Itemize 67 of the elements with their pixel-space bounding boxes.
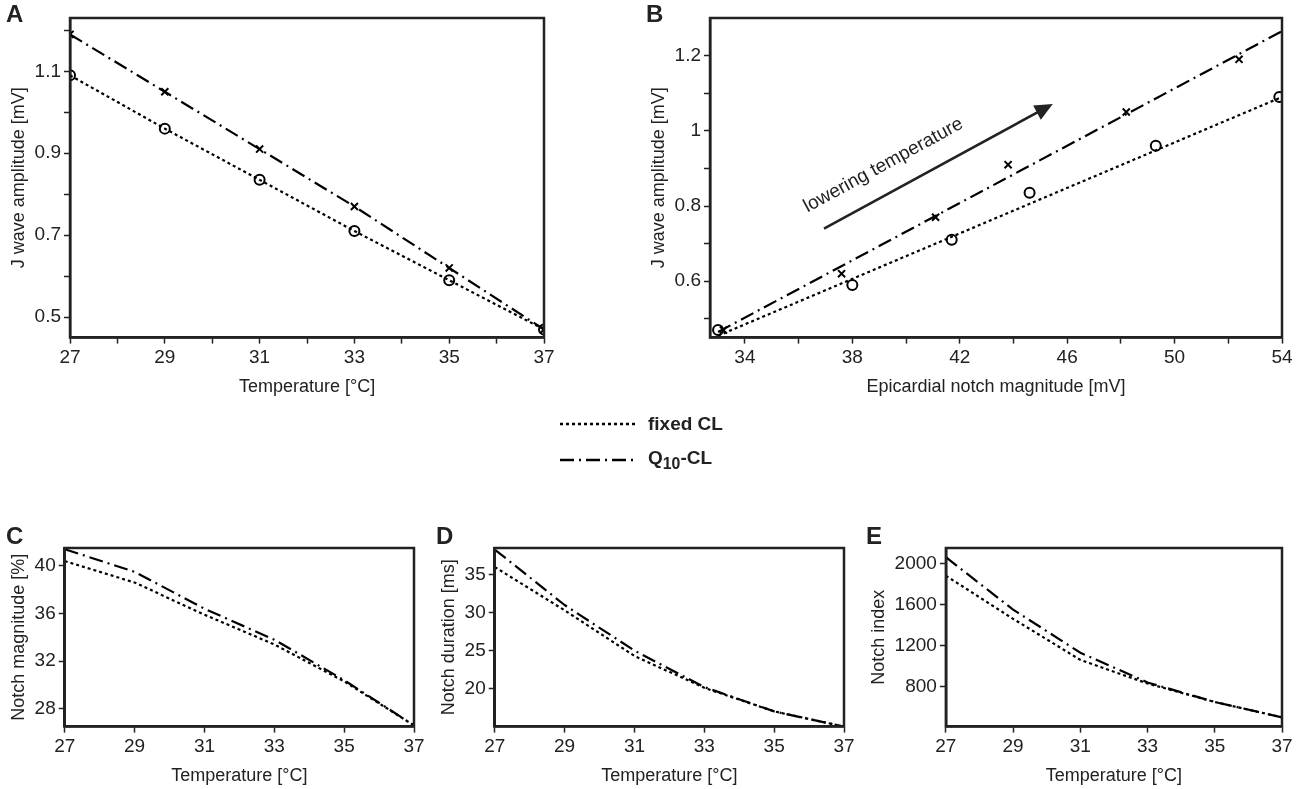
y-tick-label: 0.8 — [674, 194, 702, 216]
y-tick-label: 1 — [690, 119, 702, 141]
x-tick-label: 50 — [1164, 346, 1186, 368]
x-tick-label: 38 — [841, 346, 863, 368]
y-tick-label: 2000 — [894, 551, 937, 573]
x-tick-label: 35 — [438, 346, 460, 368]
x-tick-label: 31 — [623, 735, 646, 757]
chart-title: B — [646, 0, 664, 28]
x-tick-label: 33 — [1136, 735, 1159, 757]
y-tick-label: 36 — [34, 601, 56, 623]
y-axis-title: J wave amplitude [mV] — [647, 87, 668, 269]
x-axis-title: Temperature [°C] — [1045, 765, 1183, 786]
x-tick-label: 33 — [693, 735, 715, 757]
chart-title: C — [6, 522, 24, 550]
y-axis-title: Notch index — [867, 589, 888, 685]
x-tick-label: 37 — [1271, 735, 1293, 757]
x-tick-label: 37 — [533, 346, 555, 368]
x-tick-label: 31 — [193, 735, 216, 757]
x-tick-label: 29 — [154, 346, 176, 368]
x-tick-label: 27 — [484, 735, 506, 757]
y-tick-label: 1.2 — [674, 43, 702, 65]
y-axis-title: Notch magnitude [%] — [7, 553, 28, 721]
y-tick-label: 35 — [464, 562, 486, 584]
x-tick-label: 33 — [343, 346, 365, 368]
x-tick-label: 37 — [403, 735, 425, 757]
x-tick-label: 46 — [1056, 346, 1078, 368]
x-tick-label: 27 — [935, 735, 957, 757]
x-tick-label: 35 — [763, 735, 785, 757]
y-tick-label: 0.9 — [34, 141, 62, 163]
y-axis-title: Notch duration [ms] — [437, 559, 458, 716]
x-axis-title: Temperature [°C] — [601, 765, 738, 786]
y-tick-label: 30 — [464, 600, 486, 622]
x-tick-label: 31 — [1069, 735, 1091, 757]
y-tick-label: 1.1 — [34, 59, 62, 81]
x-tick-label: 42 — [949, 346, 971, 368]
y-tick-label: 0.6 — [674, 269, 702, 291]
x-axis-title: Temperature [°C] — [238, 376, 376, 397]
x-tick-label: 33 — [263, 735, 285, 757]
legend-label: Q$_{10}$-CL — [648, 447, 713, 473]
y-tick-label: 28 — [34, 696, 56, 718]
y-tick-label: 1600 — [894, 592, 937, 614]
x-tick-label: 37 — [833, 735, 855, 757]
chart-title: E — [866, 522, 883, 550]
x-tick-label: 27 — [54, 735, 76, 757]
y-tick-label: 1200 — [894, 633, 937, 655]
y-axis-title: J wave amplitude [mV] — [7, 87, 28, 269]
chart-title: A — [6, 0, 24, 28]
x-axis-title: Epicardial notch magnitude [mV] — [866, 376, 1126, 397]
y-tick-label: 32 — [34, 649, 56, 671]
chart-title: D — [436, 522, 454, 550]
x-tick-label: 27 — [59, 346, 81, 368]
x-tick-label: 35 — [333, 735, 355, 757]
x-tick-label: 35 — [1204, 735, 1226, 757]
y-tick-label: 40 — [34, 554, 56, 576]
x-tick-label: 29 — [124, 735, 146, 757]
x-tick-label: 29 — [1002, 735, 1024, 757]
y-tick-label: 0.5 — [34, 305, 62, 327]
x-axis-title: Temperature [°C] — [171, 765, 308, 786]
y-tick-label: 25 — [464, 638, 486, 660]
y-tick-label: 0.7 — [34, 223, 62, 245]
x-tick-label: 34 — [734, 346, 756, 368]
x-tick-label: 31 — [249, 346, 271, 368]
y-tick-label: 20 — [464, 676, 486, 698]
y-tick-label: 800 — [905, 674, 937, 696]
legend-label: fixed CL — [648, 413, 723, 435]
x-tick-label: 54 — [1271, 346, 1293, 368]
x-tick-label: 29 — [554, 735, 576, 757]
